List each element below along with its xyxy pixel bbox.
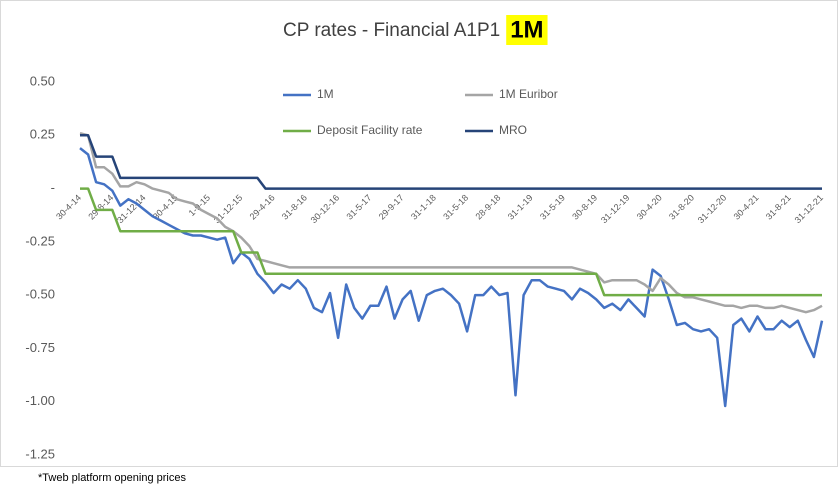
y-tick-label: -0.75 [25,340,55,355]
y-tick-label: 0.50 [30,73,55,88]
title-highlight: 1M [510,16,543,43]
series-line [79,147,824,408]
y-tick-label: 0.25 [30,127,55,142]
series-line [80,187,822,297]
y-tick-label: -0.25 [25,233,55,248]
chart-frame [0,0,838,467]
series-line [80,134,822,190]
chart-title: CP rates - Financial A1P1 [283,20,500,41]
legend-label: MRO [499,123,527,137]
legend-label: 1M [317,87,334,101]
title-highlight-box [506,15,548,45]
series-line [79,131,823,314]
y-tick-label: -1.00 [25,393,55,408]
y-tick-label: -0.50 [25,287,55,302]
legend-label: 1M Euribor [499,87,558,101]
legend-label: Deposit Facility rate [317,123,423,137]
y-tick-label: -1.25 [25,446,55,461]
footnote: *Tweb platform opening prices [38,472,186,484]
y-tick-label: - [51,180,55,195]
